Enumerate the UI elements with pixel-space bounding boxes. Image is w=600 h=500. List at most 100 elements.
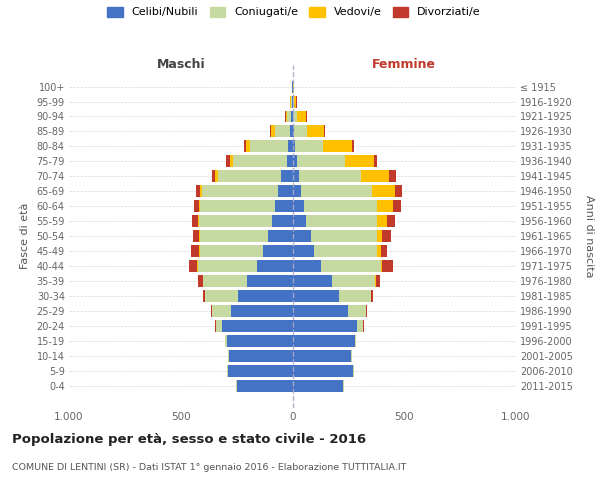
- Bar: [278, 186, 293, 198]
- Bar: [293, 335, 355, 347]
- Bar: [247, 275, 293, 287]
- Bar: [376, 275, 380, 287]
- Y-axis label: Anni di nascita: Anni di nascita: [584, 195, 594, 278]
- Bar: [236, 380, 293, 392]
- Bar: [263, 245, 293, 257]
- Bar: [245, 140, 250, 152]
- Bar: [271, 126, 275, 138]
- Bar: [199, 230, 200, 242]
- Bar: [348, 305, 366, 317]
- Bar: [377, 245, 380, 257]
- Bar: [212, 170, 215, 182]
- Bar: [212, 305, 231, 317]
- Bar: [296, 156, 345, 168]
- Bar: [275, 126, 290, 138]
- Bar: [339, 290, 371, 302]
- Bar: [199, 216, 272, 228]
- Bar: [281, 170, 293, 182]
- Bar: [198, 275, 203, 287]
- Bar: [381, 260, 382, 272]
- Bar: [200, 186, 202, 198]
- Bar: [323, 140, 352, 152]
- Bar: [291, 96, 292, 108]
- Bar: [389, 170, 396, 182]
- Bar: [304, 200, 377, 212]
- Bar: [290, 96, 291, 108]
- Bar: [227, 365, 293, 377]
- Bar: [293, 200, 304, 212]
- Bar: [286, 110, 287, 122]
- Bar: [377, 230, 382, 242]
- Bar: [191, 245, 199, 257]
- Bar: [299, 170, 361, 182]
- Bar: [293, 320, 357, 332]
- Bar: [314, 245, 377, 257]
- Bar: [272, 216, 293, 228]
- Bar: [293, 245, 314, 257]
- Bar: [196, 186, 200, 198]
- Bar: [372, 186, 395, 198]
- Bar: [293, 290, 339, 302]
- Bar: [188, 260, 197, 272]
- Bar: [295, 140, 323, 152]
- Text: Maschi: Maschi: [157, 58, 205, 71]
- Bar: [293, 96, 294, 108]
- Bar: [293, 110, 298, 122]
- Bar: [345, 156, 374, 168]
- Bar: [193, 230, 199, 242]
- Bar: [202, 186, 278, 198]
- Bar: [387, 216, 395, 228]
- Bar: [216, 320, 222, 332]
- Bar: [292, 110, 293, 122]
- Bar: [380, 245, 387, 257]
- Bar: [293, 170, 299, 182]
- Bar: [293, 140, 295, 152]
- Bar: [228, 350, 229, 362]
- Text: COMUNE DI LENTINI (SR) - Dati ISTAT 1° gennaio 2016 - Elaborazione TUTTITALIA.IT: COMUNE DI LENTINI (SR) - Dati ISTAT 1° g…: [12, 462, 406, 471]
- Bar: [395, 186, 402, 198]
- Bar: [392, 200, 401, 212]
- Bar: [203, 290, 205, 302]
- Bar: [293, 380, 343, 392]
- Bar: [244, 140, 245, 152]
- Bar: [377, 200, 392, 212]
- Legend: Celibi/Nubili, Coniugati/e, Vedovi/e, Divorziati/e: Celibi/Nubili, Coniugati/e, Vedovi/e, Di…: [103, 2, 485, 22]
- Bar: [229, 350, 293, 362]
- Bar: [371, 290, 373, 302]
- Bar: [287, 156, 293, 168]
- Bar: [197, 260, 257, 272]
- Bar: [257, 260, 293, 272]
- Bar: [211, 305, 212, 317]
- Bar: [293, 230, 311, 242]
- Bar: [290, 126, 293, 138]
- Bar: [227, 335, 293, 347]
- Bar: [203, 275, 247, 287]
- Bar: [200, 245, 263, 257]
- Bar: [218, 170, 281, 182]
- Bar: [351, 350, 352, 362]
- Bar: [250, 140, 289, 152]
- Bar: [238, 290, 293, 302]
- Bar: [355, 335, 356, 347]
- Bar: [307, 126, 325, 138]
- Bar: [361, 170, 389, 182]
- Text: Popolazione per età, sesso e stato civile - 2016: Popolazione per età, sesso e stato civil…: [12, 432, 366, 446]
- Bar: [205, 290, 238, 302]
- Bar: [298, 110, 307, 122]
- Bar: [301, 186, 372, 198]
- Bar: [293, 126, 294, 138]
- Bar: [357, 320, 363, 332]
- Bar: [311, 230, 377, 242]
- Text: Femmine: Femmine: [372, 58, 436, 71]
- Bar: [226, 156, 230, 168]
- Bar: [294, 96, 296, 108]
- Bar: [352, 140, 353, 152]
- Bar: [270, 126, 271, 138]
- Bar: [200, 200, 275, 212]
- Bar: [268, 230, 293, 242]
- Bar: [293, 350, 351, 362]
- Bar: [375, 275, 376, 287]
- Bar: [231, 305, 293, 317]
- Bar: [377, 216, 387, 228]
- Bar: [230, 156, 233, 168]
